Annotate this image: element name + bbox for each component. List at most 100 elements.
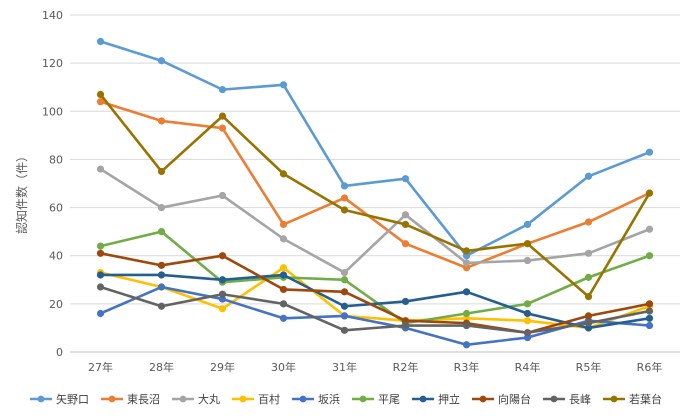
series-lines <box>96 37 654 349</box>
data-point <box>645 189 654 197</box>
x-tick-label: 29年 <box>210 360 235 374</box>
legend-item: 向陽台 <box>472 392 531 406</box>
data-point <box>279 81 288 89</box>
data-point <box>157 283 166 291</box>
x-tick-label: 28年 <box>149 360 174 374</box>
data-point <box>401 240 410 248</box>
series-line <box>99 273 651 330</box>
data-point <box>340 206 349 214</box>
x-tick-label: 31年 <box>332 360 357 374</box>
data-point <box>340 182 349 190</box>
legend-label: 押立 <box>438 392 460 406</box>
data-point <box>401 175 410 183</box>
legend-label: 矢野口 <box>56 392 89 406</box>
data-point <box>279 285 288 294</box>
y-tick-label: 100 <box>42 105 63 118</box>
data-point <box>279 271 288 279</box>
legend-label: 平尾 <box>378 393 400 406</box>
data-point <box>279 314 288 322</box>
data-point <box>523 240 532 248</box>
series-押立 <box>96 271 654 332</box>
data-point <box>279 170 288 178</box>
y-tick-label: 120 <box>42 57 63 70</box>
data-point <box>96 309 105 318</box>
data-point <box>157 203 166 212</box>
legend-swatch-marker <box>479 395 487 403</box>
data-point <box>218 305 227 313</box>
data-point <box>157 228 166 236</box>
x-tick-label: R6年 <box>637 360 663 374</box>
x-tick-label: R4年 <box>515 360 541 374</box>
data-point <box>340 326 349 334</box>
data-point <box>584 172 593 180</box>
data-point <box>157 167 166 176</box>
data-point <box>96 98 105 106</box>
x-tick-label: R5年 <box>576 360 602 374</box>
data-point <box>157 261 166 269</box>
data-point <box>401 321 410 330</box>
data-point <box>340 194 349 202</box>
series-line <box>99 40 651 258</box>
legend-label: 大丸 <box>198 392 220 406</box>
legend-item: 百村 <box>232 392 280 406</box>
data-point <box>340 302 349 310</box>
x-tick-label: 27年 <box>88 360 113 374</box>
series-line <box>99 230 651 325</box>
series-line <box>99 285 651 335</box>
legend: 矢野口 東長沼 大丸 百村 坂浜 平尾 押立 向陽台 長峰 若葉台 <box>30 392 662 406</box>
data-point <box>401 211 410 219</box>
data-point <box>584 293 593 301</box>
data-point <box>218 290 227 298</box>
data-point <box>157 271 166 279</box>
data-point <box>340 312 349 320</box>
data-point <box>523 317 532 325</box>
data-point <box>401 220 410 229</box>
data-point <box>584 218 593 226</box>
y-tick-label: 40 <box>49 250 63 263</box>
data-point <box>218 252 227 260</box>
data-point <box>96 271 105 279</box>
legend-label: 長峰 <box>569 393 591 406</box>
data-point <box>645 300 654 308</box>
data-point <box>645 252 654 260</box>
data-point <box>157 117 166 125</box>
legend-swatch-marker <box>179 395 187 403</box>
data-point <box>462 288 471 296</box>
legend-item: 平尾 <box>352 393 400 406</box>
data-point <box>645 314 654 322</box>
legend-item: 若葉台 <box>603 392 662 406</box>
legend-label: 百村 <box>258 392 280 406</box>
data-point <box>279 264 288 272</box>
data-point <box>462 309 471 318</box>
legend-label: 東長沼 <box>127 392 160 406</box>
data-point <box>523 220 532 229</box>
data-point <box>584 319 593 327</box>
legend-item: 坂浜 <box>292 393 340 406</box>
series-若葉台 <box>96 90 654 301</box>
data-point <box>218 86 227 94</box>
y-tick-label: 60 <box>49 202 63 215</box>
legend-swatch-marker <box>108 395 116 403</box>
legend-label: 坂浜 <box>318 393 340 406</box>
data-point <box>96 242 105 250</box>
data-point <box>279 220 288 229</box>
series-矢野口 <box>96 37 654 260</box>
y-tick-label: 80 <box>49 153 63 166</box>
series-向陽台 <box>96 249 654 337</box>
data-point <box>523 309 532 318</box>
legend-swatch-marker <box>550 395 558 403</box>
y-tick-label: 140 <box>42 9 63 22</box>
data-point <box>218 276 227 284</box>
series-line <box>99 167 651 274</box>
data-point <box>584 249 593 257</box>
data-point <box>157 302 166 310</box>
legend-swatch-marker <box>610 395 618 403</box>
data-point <box>645 148 654 156</box>
legend-swatch-marker <box>299 395 307 403</box>
y-tick-label: 0 <box>56 346 63 359</box>
data-point <box>96 283 105 291</box>
data-point <box>584 273 593 281</box>
data-point <box>96 249 105 257</box>
data-point <box>279 235 288 243</box>
